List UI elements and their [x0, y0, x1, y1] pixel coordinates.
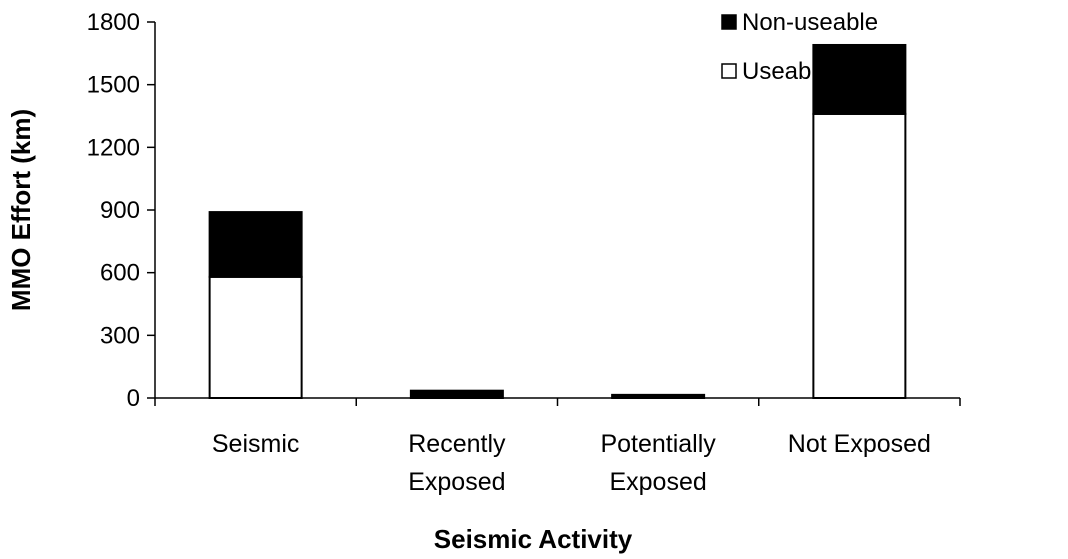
y-tick-label: 1200 [87, 134, 140, 161]
y-axis-ticks: 0 300 600 900 1200 1500 1800 [87, 9, 155, 412]
bar-segment-non-useable [812, 43, 907, 115]
legend: Non-useable Useable [721, 9, 878, 85]
y-tick-label: 900 [100, 197, 140, 224]
bars [208, 43, 907, 400]
x-category-label-line: Potentially [600, 430, 716, 458]
y-axis-title: MMO Effort (km) [6, 109, 36, 311]
x-category-label: Seismic [212, 430, 300, 458]
x-category-label: Not Exposed [788, 430, 931, 458]
x-axis-ticks [154, 398, 961, 406]
bar-segment-useable [208, 275, 303, 400]
x-axis-category-labels: Seismic Recently Exposed Potentially Exposed… [212, 430, 931, 496]
legend-swatch-non-useable [721, 14, 737, 30]
y-tick-label: 600 [100, 260, 140, 287]
bar-segment-non-useable [409, 389, 504, 400]
legend-label: Non-useable [742, 9, 878, 36]
x-category-label-line: Exposed [408, 468, 505, 496]
legend-label: Useable [742, 58, 830, 85]
x-category-label-line: Exposed [609, 468, 706, 496]
x-axis-title: Seismic Activity [434, 524, 633, 554]
y-tick-label: 300 [100, 322, 140, 349]
x-category-label: Recently Exposed [408, 430, 506, 496]
y-tick-label: 1500 [87, 72, 140, 99]
y-tick-label: 0 [127, 385, 140, 412]
x-category-label-line: Seismic [212, 430, 300, 458]
legend-swatch-useable [721, 63, 737, 79]
x-category-label-line: Not Exposed [788, 430, 931, 458]
bar-segment-non-useable [208, 211, 303, 278]
x-category-label: Potentially Exposed [600, 430, 716, 496]
bar-segment-useable [812, 112, 907, 400]
y-tick-label: 1800 [87, 9, 140, 36]
x-category-label-line: Recently [408, 430, 506, 458]
